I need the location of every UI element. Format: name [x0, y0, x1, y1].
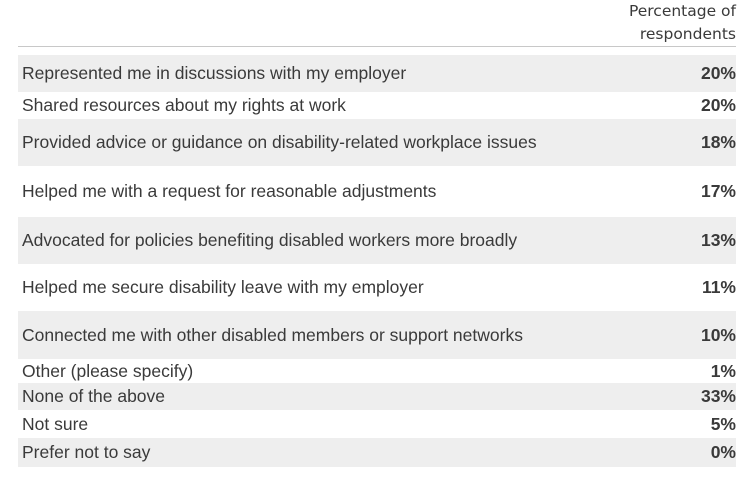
row-label: Advocated for policies benefiting disabl…: [22, 230, 518, 250]
row-label: Connected me with other disabled members…: [22, 324, 523, 345]
row-value: 10%: [700, 324, 736, 345]
table-row: Helped me with a request for reasonable …: [18, 166, 736, 217]
row-value: 18%: [700, 132, 736, 152]
table-body: Represented me in discussions with my em…: [18, 55, 736, 467]
row-value: 33%: [700, 386, 736, 406]
row-value: 20%: [700, 95, 736, 115]
row-value: 13%: [700, 230, 736, 250]
row-label: Other (please specify): [22, 360, 194, 381]
row-value: 11%: [701, 277, 736, 297]
row-label: Provided advice or guidance on disabilit…: [22, 132, 537, 152]
row-value: 0%: [710, 442, 736, 462]
row-value: 1%: [710, 360, 736, 381]
table-row: Represented me in discussions with my em…: [18, 55, 736, 92]
row-label: Shared resources about my rights at work: [22, 95, 346, 115]
table-row: Provided advice or guidance on disabilit…: [18, 119, 736, 166]
column-header: Percentage of respondents: [629, 0, 736, 46]
table-row: Helped me secure disability leave with m…: [18, 264, 736, 311]
row-value: 20%: [700, 63, 736, 83]
table-row: Not sure 5%: [18, 410, 736, 438]
row-label: Not sure: [22, 413, 89, 434]
column-header-line2: respondents: [639, 25, 736, 43]
table-row: Prefer not to say 0%: [18, 438, 736, 467]
row-value: 17%: [700, 181, 736, 201]
column-header-line1: Percentage of: [628, 2, 736, 20]
table-row: Other (please specify) 1%: [18, 359, 736, 383]
row-label: Helped me with a request for reasonable …: [22, 181, 437, 201]
row-label: Helped me secure disability leave with m…: [22, 277, 424, 297]
row-label: Prefer not to say: [22, 442, 151, 462]
row-value: 5%: [710, 413, 736, 434]
header-divider: [18, 46, 736, 47]
table-row: Connected me with other disabled members…: [18, 311, 736, 359]
row-label: None of the above: [22, 386, 166, 406]
table-row: None of the above 33%: [18, 383, 736, 410]
row-label: Represented me in discussions with my em…: [22, 63, 407, 83]
table-row: Shared resources about my rights at work…: [18, 92, 736, 119]
table-row: Advocated for policies benefiting disabl…: [18, 217, 736, 264]
